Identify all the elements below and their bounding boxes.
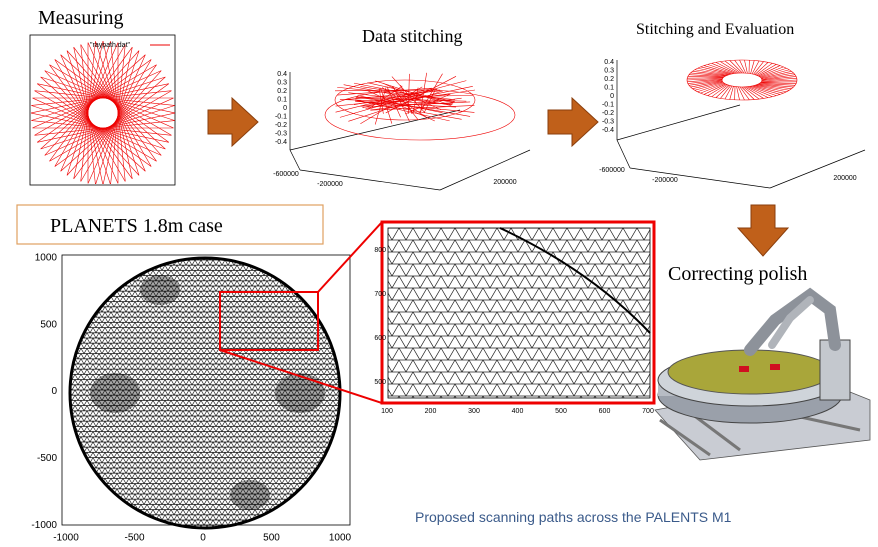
- tick-label: 200: [425, 408, 437, 415]
- tick-label: 0.1: [277, 96, 287, 103]
- tick-label: -600000: [599, 167, 625, 174]
- tick-label: 600: [374, 335, 386, 342]
- tick-label: 0.3: [277, 79, 287, 86]
- tick-label: -500: [124, 533, 144, 544]
- tick-label: -600000: [273, 171, 299, 178]
- tick-label: 0: [283, 105, 287, 112]
- polishing-robot: [655, 295, 870, 460]
- tick-label: -200000: [652, 177, 678, 184]
- tick-label: -0.4: [602, 127, 614, 134]
- arrow: [738, 205, 788, 256]
- step-title: Measuring: [38, 7, 124, 29]
- tick-label: 600: [599, 408, 611, 415]
- tick-label: 1000: [35, 253, 58, 264]
- tick-label: 0.2: [604, 76, 614, 83]
- tick-label: 0.3: [604, 67, 614, 74]
- tick-label: -0.3: [275, 130, 287, 137]
- tick-label: 800: [374, 247, 386, 254]
- arrow: [548, 98, 598, 146]
- tick-label: 0: [200, 533, 206, 544]
- tick-label: 0.4: [277, 71, 287, 78]
- tick-label: -0.3: [602, 118, 614, 125]
- tick-label: 0.2: [277, 88, 287, 95]
- tick-label: 1000: [329, 533, 352, 544]
- tick-label: 200000: [833, 175, 856, 182]
- tick-label: 300: [468, 408, 480, 415]
- tick-label: -1000: [53, 533, 79, 544]
- tick-label: 0: [610, 93, 614, 100]
- tick-label: 700: [642, 408, 654, 415]
- tick-label: -0.1: [602, 101, 614, 108]
- legend-label: "raypath.dat": [90, 42, 131, 49]
- case-label: PLANETS 1.8m case: [50, 215, 223, 237]
- tick-label: 200000: [493, 179, 516, 186]
- tick-label: 500: [40, 319, 57, 330]
- tick-label: 0.4: [604, 59, 614, 66]
- step-title: Stitching and Evaluation: [636, 21, 794, 38]
- tick-label: -0.4: [275, 139, 287, 146]
- tick-label: -0.1: [275, 113, 287, 120]
- tick-label: 500: [374, 379, 386, 386]
- tick-label: 500: [263, 533, 280, 544]
- tick-label: 100: [381, 408, 393, 415]
- tick-label: -0.2: [275, 122, 287, 129]
- evaluated-paths: [687, 60, 797, 100]
- tick-label: -0.2: [602, 110, 614, 117]
- tick-label: 0.1: [604, 84, 614, 91]
- tick-label: -1000: [31, 520, 57, 531]
- figure: Measuring "raypath.dat" Data stitching 0…: [0, 0, 878, 547]
- tick-label: 700: [374, 291, 386, 298]
- arrow: [208, 98, 258, 146]
- tick-label: 500: [555, 408, 567, 415]
- tick-label: -500: [37, 453, 57, 464]
- step-title: Data stitching: [362, 26, 462, 46]
- stitched-paths: [325, 73, 515, 140]
- caption: Proposed scanning paths across the PALEN…: [415, 509, 732, 525]
- step-title: Correcting polish: [668, 263, 807, 285]
- tick-label: -200000: [317, 181, 343, 188]
- zoom-mesh: [388, 228, 650, 398]
- tick-label: 0: [51, 386, 57, 397]
- tick-label: 400: [512, 408, 524, 415]
- hole: [722, 73, 762, 87]
